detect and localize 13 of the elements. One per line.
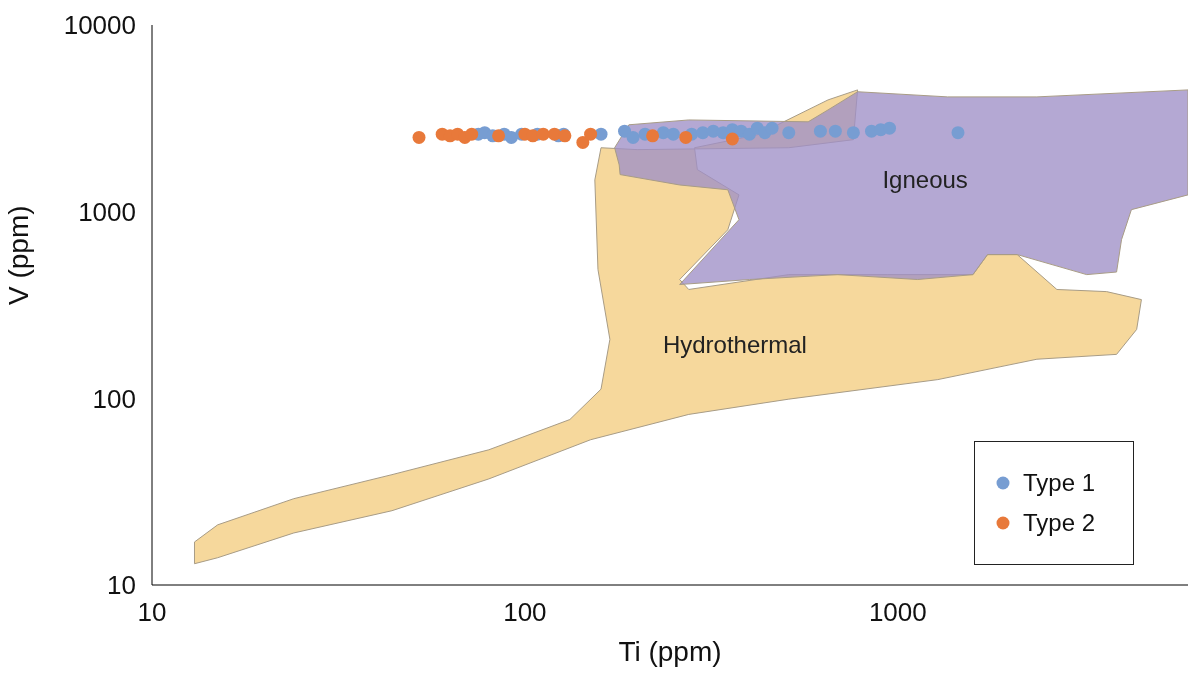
y-tick-label: 1000	[78, 196, 136, 227]
y-tick-label: 10	[107, 570, 136, 601]
legend-label: Type 1	[1023, 469, 1096, 497]
y-tick-label: 100	[92, 383, 136, 414]
x-tick-label: 1000	[868, 597, 927, 628]
series-label: Igneous	[882, 166, 968, 194]
legend-label: Type 2	[1023, 509, 1096, 537]
x-tick-label: 10	[137, 597, 167, 628]
x-axis-title: Ti (ppm)	[618, 636, 722, 667]
x-tick-label: 100	[503, 597, 547, 628]
y-axis-title: V (ppm)	[2, 205, 34, 305]
y-tick-label: 10000	[63, 10, 136, 41]
series-label: Hydrothermal	[662, 331, 807, 359]
